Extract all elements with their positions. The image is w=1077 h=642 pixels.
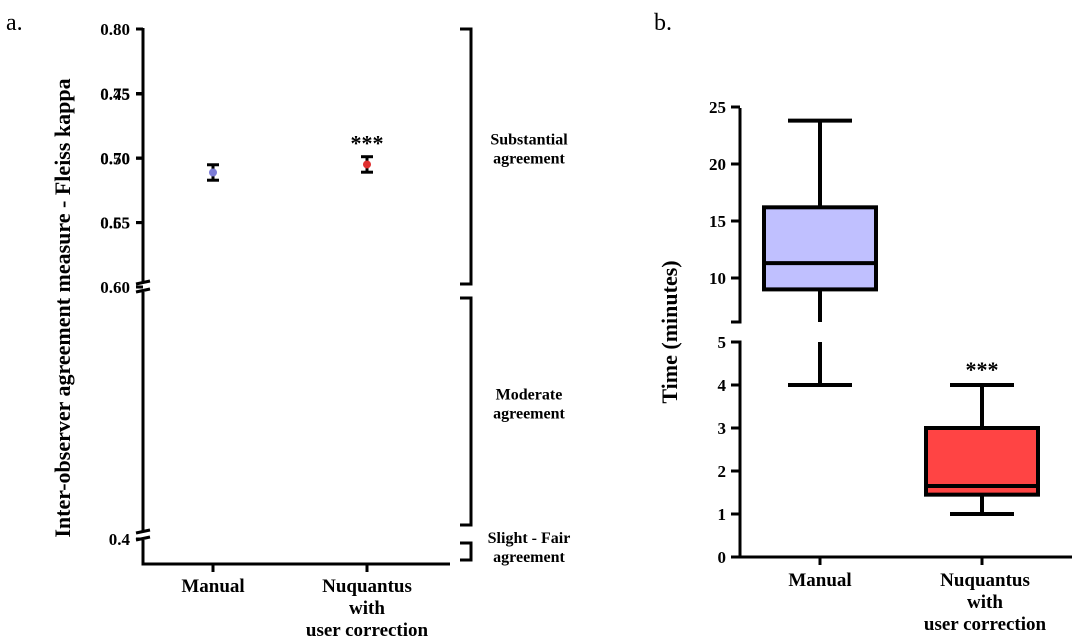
panel-b-label: b. [654, 10, 672, 36]
data-point [209, 168, 217, 177]
bracket [460, 541, 473, 562]
panel-a-y-tick-label: 0.80 [100, 20, 130, 39]
panel-b-y-tick-label: 15 [709, 212, 726, 231]
panel-a-category-nuquantus: Nuquantus with user correction [306, 576, 429, 641]
panel-a-brackets: Substantial agreement Moderate agreement Sli… [460, 27, 571, 566]
panel-b-y-axis-upper [731, 108, 742, 324]
panel-b-y-tick-label: 25 [709, 98, 726, 117]
panel-a-y-tick-label: 0.4 [109, 530, 131, 549]
panel-b-y-tick-label: 10 [709, 269, 726, 288]
panel-a-y-tick-label: 0.65 [100, 214, 130, 233]
panel-b-x-ticks [818, 557, 984, 565]
panel-a-points: *** [207, 131, 384, 182]
panel-a-label: a. [6, 10, 23, 36]
significance-marker: *** [351, 131, 384, 156]
bracket [460, 296, 473, 527]
bracket-label: Substantial agreement [490, 132, 568, 168]
panel-b-y-ticks: 0 1 2 3 4 5 10 15 20 25 [709, 98, 740, 567]
data-point [363, 160, 371, 169]
panel-a: a. Inter-observer agreement measure - Fl… [6, 10, 570, 641]
panel-b-y-tick-label: 3 [718, 419, 727, 438]
panel-b-y-tick-label: 2 [718, 462, 727, 481]
panel-b-y-tick-label: 1 [718, 505, 727, 524]
panel-a-axis-break [135, 279, 151, 294]
panel-b-category-manual: Manual [788, 570, 851, 591]
panel-b-y-tick-label: 5 [718, 333, 727, 352]
panel-a-x-axis [141, 540, 450, 566]
panel-b-y-axis-label: Time (minutes) [657, 260, 682, 403]
panel-a-y-tick-label: 0.55 [100, 214, 130, 233]
panel-a-y-tick-label: 0.60 [100, 278, 130, 297]
panel-b-boxes: *** [762, 118, 1040, 516]
panel-b-y-tick-label: 4 [718, 376, 727, 395]
panel-a-y-ticks: 0.4 0.45 0.50 0.55 0.60 0.65 0.70 0.75 0.80 [100, 20, 143, 549]
panel-a-y-tick-label: 0.50 [100, 149, 130, 168]
box-iqr [762, 205, 878, 292]
panel-a-y-tick-label: 0.70 [100, 149, 130, 168]
box-iqr [924, 426, 1040, 497]
panel-a-category-manual: Manual [181, 576, 244, 597]
panel-b: b. Time (minutes) 0 1 2 3 4 5 10 15 20 25 *** Man… [654, 10, 1072, 635]
panel-b-category-nuquantus: Nuquantus with user correction [924, 570, 1047, 635]
bracket [460, 27, 473, 286]
panel-a-y-axis-label: Inter-observer agreement measure - Fleis… [50, 78, 75, 537]
panel-b-y-tick-label: 20 [709, 155, 726, 174]
bracket-label: Slight - Fair agreement [488, 530, 571, 566]
panel-a-y-tick-label: 0.75 [100, 85, 130, 104]
panel-a-axes [135, 28, 450, 572]
significance-marker: *** [966, 357, 999, 382]
panel-a-x-ticks [211, 564, 369, 572]
panel-b-y-tick-label: 0 [718, 548, 727, 567]
bracket-label: Moderate agreement [493, 387, 565, 423]
panel-a-y-tick-label: 0.45 [100, 85, 130, 104]
